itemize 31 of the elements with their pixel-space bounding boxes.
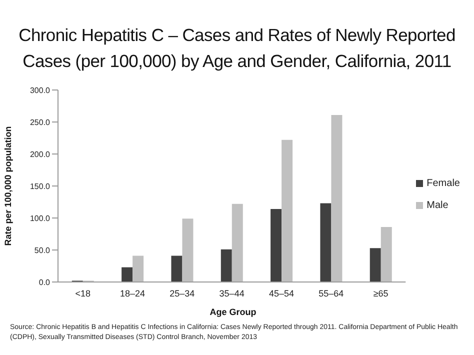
bar xyxy=(220,249,232,282)
bar xyxy=(331,114,342,282)
bar xyxy=(132,256,144,282)
bar xyxy=(282,140,293,282)
bar xyxy=(380,226,392,282)
y-tick-label: 200.0 xyxy=(30,150,51,159)
x-tick-label: <18 xyxy=(75,288,90,298)
x-tick-label: 55–64 xyxy=(318,288,344,298)
y-tick-label: 0.0 xyxy=(38,278,51,287)
x-tick-label: ≥65 xyxy=(373,288,388,298)
chart-title: Chronic Hepatitis C – Cases and Rates of Newly Reported Cases (per 100,000) by Age and Gender, California, 2011 xyxy=(18,24,456,73)
bar xyxy=(370,248,381,282)
x-tick-label: 45–54 xyxy=(268,288,294,298)
y-axis-title: Rate per 100,000 population xyxy=(3,126,14,246)
bar xyxy=(182,218,194,282)
y-tick-label: 300.0 xyxy=(30,86,51,95)
bar xyxy=(232,204,243,282)
bar xyxy=(270,209,282,282)
x-tick-label: 25–34 xyxy=(170,288,195,298)
x-tick-label: 35–44 xyxy=(219,288,244,298)
y-tick-label: 150.0 xyxy=(30,182,51,191)
x-axis-title: Age Group xyxy=(208,306,258,318)
legend-label: Male xyxy=(426,200,448,211)
bar xyxy=(122,267,133,282)
y-tick-label: 100.0 xyxy=(30,214,51,223)
y-tick-label: 50.0 xyxy=(34,246,51,255)
legend-label: Female xyxy=(426,178,460,189)
x-tick-label: 18–24 xyxy=(120,288,146,298)
y-tick-label: 250.0 xyxy=(30,118,51,127)
bar xyxy=(171,256,182,282)
bar xyxy=(320,203,332,282)
